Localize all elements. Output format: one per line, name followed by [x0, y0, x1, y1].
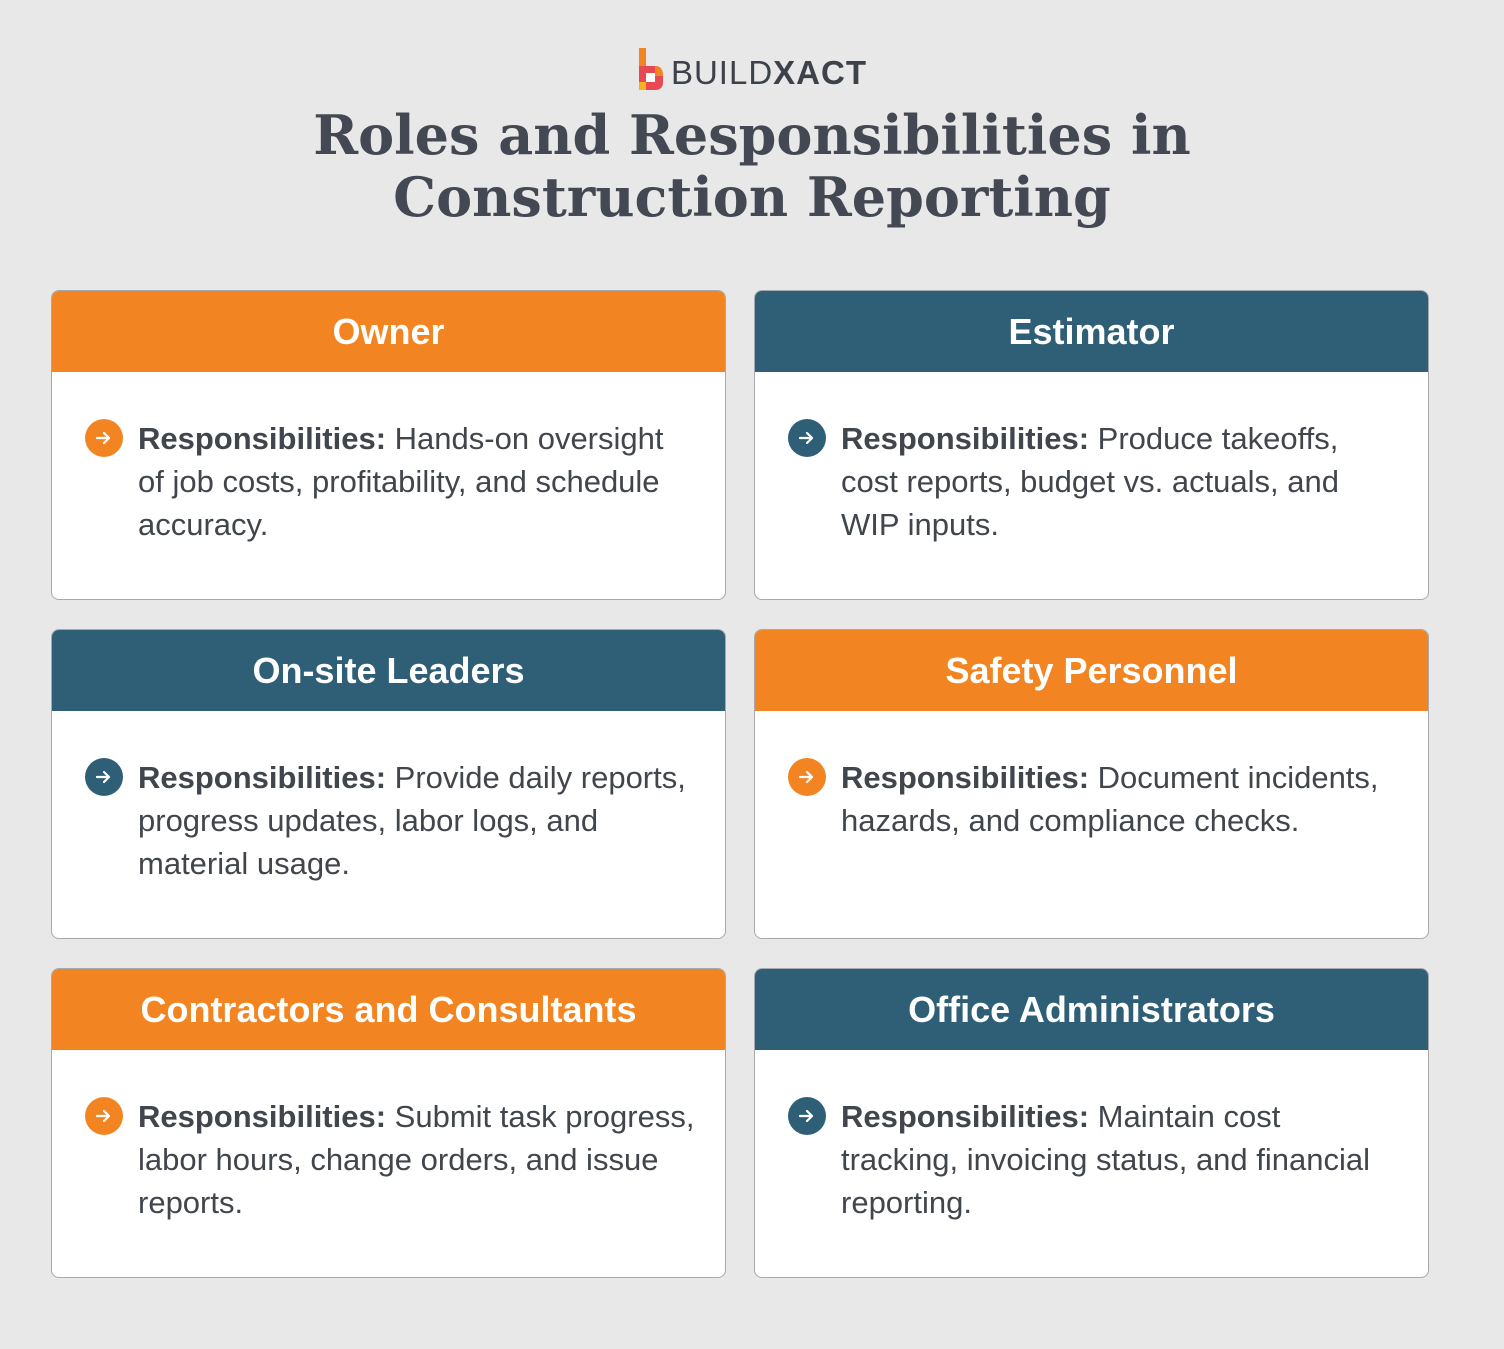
- role-card-on-site-leaders: On-site Leaders Responsibilities: Provid…: [51, 629, 726, 939]
- responsibility-description: Produce takeoffs, cost reports, budget v…: [841, 421, 1339, 542]
- responsibility-label: Responsibilities:: [841, 1099, 1090, 1134]
- card-body: Responsibilities: Maintain cost tracking…: [755, 1050, 1428, 1224]
- arrow-right-icon: [788, 419, 826, 457]
- role-title: Office Administrators: [908, 988, 1275, 1030]
- role-title: Owner: [332, 310, 445, 352]
- role-title: Safety Personnel: [945, 649, 1238, 691]
- role-card-contractors-and-consultants: Contractors and Consultants Responsibili…: [51, 968, 726, 1278]
- page-title: Roles and Responsibilities in Constructi…: [0, 104, 1504, 228]
- card-body: Responsibilities: Document incidents, ha…: [755, 711, 1428, 842]
- responsibility-description: Hands-on oversight of job costs, profita…: [138, 421, 664, 542]
- responsibility-text: Responsibilities: Hands-on oversight of …: [138, 417, 695, 546]
- card-header: Estimator: [755, 291, 1428, 372]
- responsibility-text: Responsibilities: Provide daily reports,…: [138, 756, 695, 885]
- role-title: On-site Leaders: [252, 649, 525, 691]
- arrow-right-icon: [85, 1097, 123, 1135]
- role-card-owner: Owner Responsibilities: Hands-on oversig…: [51, 290, 726, 600]
- responsibility-text: Responsibilities: Document incidents, ha…: [841, 756, 1398, 842]
- arrow-right-icon: [788, 1097, 826, 1135]
- responsibility-label: Responsibilities:: [841, 421, 1090, 456]
- role-card-safety-personnel: Safety Personnel Responsibilities: Docum…: [754, 629, 1429, 939]
- responsibility-label: Responsibilities:: [841, 760, 1090, 795]
- brand-name-light: BUILD: [670, 53, 774, 91]
- role-title: Contractors and Consultants: [140, 988, 637, 1030]
- arrow-right-icon: [85, 758, 123, 796]
- responsibility-text: Responsibilities: Maintain cost tracking…: [841, 1095, 1398, 1224]
- responsibility-label: Responsibilities:: [138, 421, 387, 456]
- brand-name-bold: XACT: [773, 53, 868, 91]
- arrow-right-icon: [85, 419, 123, 457]
- card-body: Responsibilities: Provide daily reports,…: [52, 711, 725, 885]
- responsibility-text: Responsibilities: Submit task progress, …: [138, 1095, 695, 1224]
- role-card-office-administrators: Office Administrators Responsibilities: …: [754, 968, 1429, 1278]
- arrow-right-icon: [788, 758, 826, 796]
- responsibility-description: Submit task progress, labor hours, chang…: [138, 1099, 695, 1220]
- card-header: Office Administrators: [755, 969, 1428, 1050]
- responsibility-label: Responsibilities:: [138, 1099, 387, 1134]
- responsibility-text: Responsibilities: Produce takeoffs, cost…: [841, 417, 1398, 546]
- card-body: Responsibilities: Submit task progress, …: [52, 1050, 725, 1224]
- responsibility-description: Provide daily reports, progress updates,…: [138, 760, 686, 881]
- brand-wordmark: BUILDXACT: [671, 56, 867, 89]
- role-title: Estimator: [1008, 310, 1175, 352]
- title-line-1: Roles and Responsibilities in: [313, 103, 1191, 167]
- card-body: Responsibilities: Produce takeoffs, cost…: [755, 372, 1428, 546]
- card-header: Owner: [52, 291, 725, 372]
- buildxact-logo-icon: [638, 48, 663, 90]
- card-header: Safety Personnel: [755, 630, 1428, 711]
- responsibility-description: Maintain cost tracking, invoicing status…: [841, 1099, 1371, 1220]
- card-header: Contractors and Consultants: [52, 969, 725, 1050]
- title-line-2: Construction Reporting: [393, 165, 1111, 229]
- responsibility-label: Responsibilities:: [138, 760, 387, 795]
- card-header: On-site Leaders: [52, 630, 725, 711]
- responsibility-description: Document incidents, hazards, and complia…: [841, 760, 1379, 838]
- brand-logo: BUILDXACT: [0, 48, 1504, 94]
- card-body: Responsibilities: Hands-on oversight of …: [52, 372, 725, 546]
- role-card-estimator: Estimator Responsibilities: Produce take…: [754, 290, 1429, 600]
